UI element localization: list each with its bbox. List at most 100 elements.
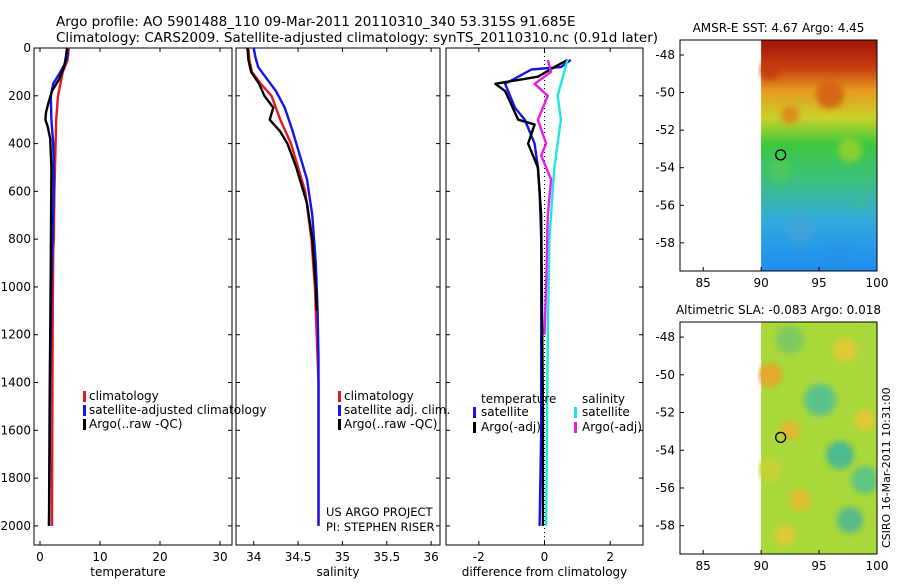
difference-legend-swatch bbox=[473, 422, 476, 433]
salinity-frame bbox=[235, 47, 441, 546]
salinity-legend-label: Argo(..raw -QC) bbox=[344, 417, 437, 431]
difference-legend-title-temperature: temperature bbox=[481, 392, 556, 406]
sst-map-ytick-label: -54 bbox=[655, 161, 675, 175]
sla-texture bbox=[758, 326, 877, 545]
sst-texture-blob bbox=[838, 138, 862, 162]
sla-map-xtick-label: 90 bbox=[753, 559, 768, 573]
sst-map-xtick-label: 90 bbox=[753, 276, 768, 290]
difference-xtick-label: 0 bbox=[541, 550, 549, 564]
temperature-ytick-label: 1800 bbox=[0, 471, 31, 485]
sst-map-ytick-label: -48 bbox=[655, 48, 675, 62]
difference-legend-label: satellite bbox=[582, 405, 630, 419]
salinity-annotation-project: US ARGO PROJECT bbox=[326, 505, 434, 519]
sla-map-argo-marker bbox=[774, 431, 787, 443]
temperature-frame bbox=[33, 47, 233, 546]
sla-texture-blob bbox=[851, 466, 877, 494]
temperature-xtick-label: 10 bbox=[92, 550, 107, 564]
sla-texture-blob bbox=[789, 489, 811, 511]
sst-map-xtick-label: 95 bbox=[811, 276, 826, 290]
temperature-panel: 0 200 400 600 800 1000 1200 1400 1600 1800 2000 0 10… bbox=[0, 41, 266, 579]
temperature-ytick-label: 400 bbox=[8, 137, 31, 151]
difference-legend-swatch bbox=[473, 407, 476, 418]
header-line2: Climatology: CARS2009. Satellite-adjuste… bbox=[56, 30, 658, 46]
temperature-legend-swatch bbox=[83, 391, 86, 402]
temperature-series-group bbox=[44, 47, 70, 526]
difference-legend-label: Argo(-adj) bbox=[481, 420, 541, 434]
salinity-legend-swatch bbox=[338, 391, 341, 402]
sla-map-title: Altimetric SLA: -0.083 Argo: 0.018 bbox=[676, 303, 881, 317]
salinity-legend-swatch bbox=[338, 419, 341, 430]
temperature-series-2 bbox=[44, 47, 69, 526]
difference-legend-title-salinity: salinity bbox=[582, 392, 625, 406]
sst-map-ytick-label: -56 bbox=[655, 198, 675, 212]
sst-texture-blob bbox=[781, 106, 799, 124]
sla-map-ytick-label: -58 bbox=[655, 519, 675, 533]
sla-texture-blob bbox=[758, 458, 782, 482]
credit-text: CSIRO 16-Mar-2011 10:31:00 bbox=[880, 387, 893, 548]
sst-map-ytick-label: -58 bbox=[655, 236, 675, 250]
salinity-xtick-label: 35.5 bbox=[373, 550, 400, 564]
sla-map-xtick-label: 100 bbox=[866, 559, 889, 573]
sla-texture-blob bbox=[775, 525, 795, 545]
sla-map-ytick-label: -50 bbox=[655, 368, 675, 382]
sla-map-ytick-label: -56 bbox=[655, 481, 675, 495]
salinity-xtick-label: 34.5 bbox=[285, 550, 312, 564]
salinity-series-2 bbox=[246, 47, 318, 311]
temperature-xtick-label: 20 bbox=[152, 550, 167, 564]
sst-map-xtick-label: 85 bbox=[696, 276, 711, 290]
sst-texture bbox=[760, 60, 870, 267]
difference-xlabel: difference from climatology bbox=[462, 565, 628, 579]
sla-texture-blob bbox=[854, 409, 876, 431]
sst-texture-blob bbox=[816, 81, 844, 109]
salinity-legend-label: satellite adj. clim. bbox=[344, 403, 450, 417]
difference-legend-swatch bbox=[574, 407, 577, 418]
temperature-legend-label: satellite-adjusted climatology bbox=[89, 403, 267, 417]
sla-map-ytick-label: -48 bbox=[655, 330, 675, 344]
temperature-series-0 bbox=[50, 47, 70, 526]
sla-map-xtick-label: 85 bbox=[696, 559, 711, 573]
temperature-ytick-label: 1200 bbox=[0, 328, 31, 342]
temperature-legend-label: climatology bbox=[89, 389, 159, 403]
sst-texture-blob bbox=[769, 159, 791, 181]
temperature-legend-swatch bbox=[83, 405, 86, 416]
temperature-ytick-label: 800 bbox=[8, 232, 31, 246]
temperature-ytick-label: 600 bbox=[8, 184, 31, 198]
difference-xtick-label: -2 bbox=[473, 550, 485, 564]
sla-texture-blob bbox=[776, 326, 804, 354]
sst-map-ytick-label: -52 bbox=[655, 123, 675, 137]
salinity-annotation-pi: PI: STEPHEN RISER bbox=[326, 520, 435, 534]
difference-series-0 bbox=[503, 58, 572, 526]
difference-series-1 bbox=[494, 58, 569, 526]
temperature-ytick-label: 2000 bbox=[0, 519, 31, 533]
difference-series-2 bbox=[544, 59, 569, 526]
difference-legend-label: Argo(-adj) bbox=[582, 420, 642, 434]
temperature-ytick-label: 1000 bbox=[0, 280, 31, 294]
sst-map-title: AMSR-E SST: 4.67 Argo: 4.45 bbox=[693, 21, 865, 35]
salinity-panel: 34 34.5 35 35.5 36 salinity climatologysatelli… bbox=[235, 47, 450, 579]
salinity-xtick-label: 34 bbox=[246, 550, 261, 564]
header-line1: Argo profile: AO 5901488_110 09-Mar-2011… bbox=[56, 14, 576, 30]
sla-texture-blob bbox=[780, 420, 800, 440]
sst-texture-blob bbox=[787, 217, 813, 243]
difference-series-3 bbox=[533, 59, 553, 335]
salinity-series-0 bbox=[247, 47, 320, 526]
sst-texture-blob bbox=[760, 60, 780, 80]
salinity-legend-label: climatology bbox=[344, 389, 414, 403]
sla-texture-blob bbox=[804, 384, 836, 416]
sla-map-ytick-label: -52 bbox=[655, 406, 675, 420]
difference-legend-swatch bbox=[574, 422, 577, 433]
sla-map-xtick-label: 95 bbox=[811, 559, 826, 573]
temperature-xtick-label: 30 bbox=[212, 550, 227, 564]
sla-map-frame bbox=[679, 321, 878, 555]
salinity-series-group bbox=[246, 47, 320, 526]
temperature-xtick-label: 0 bbox=[36, 550, 44, 564]
salinity-xlabel: salinity bbox=[316, 565, 359, 579]
sla-texture-blob bbox=[837, 507, 863, 533]
salinity-xtick-label: 36 bbox=[423, 550, 438, 564]
temperature-axes: 0 200 400 600 800 1000 1200 1400 1600 1800 2000 0 10… bbox=[0, 41, 232, 579]
sst-texture-blob bbox=[828, 243, 852, 267]
